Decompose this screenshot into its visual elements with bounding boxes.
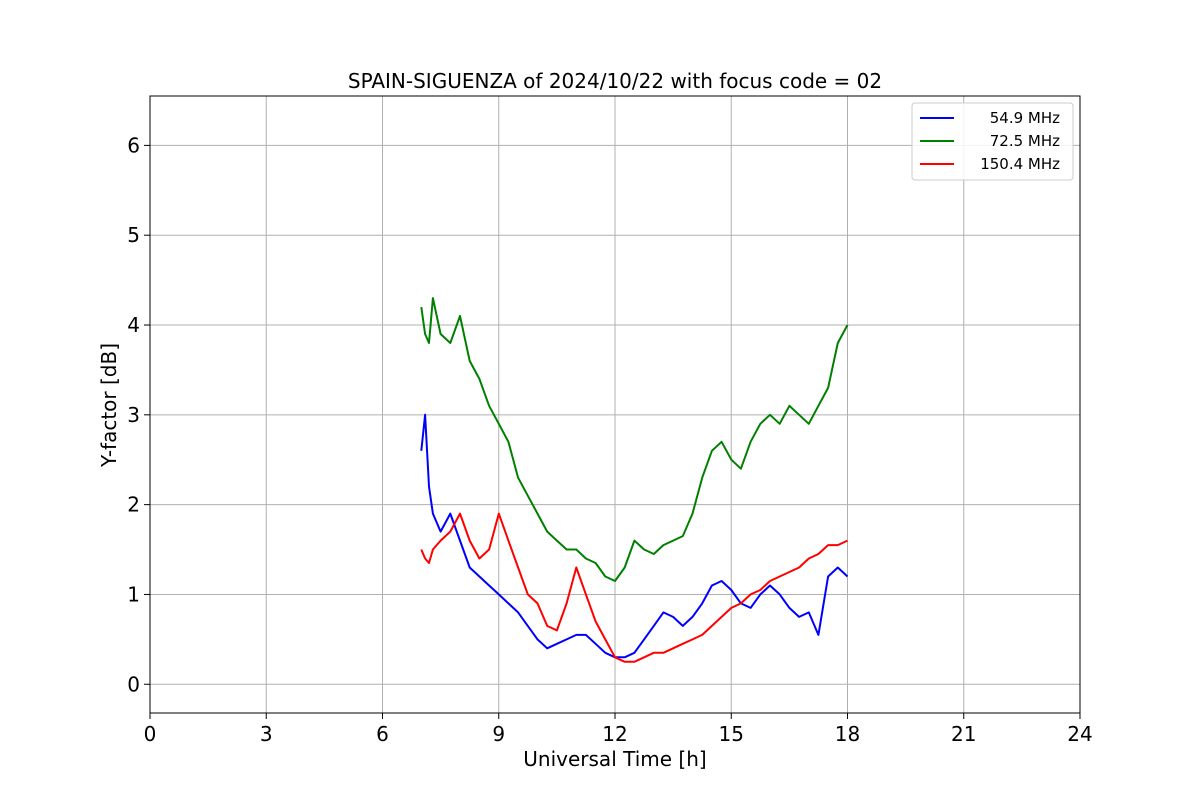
y-tick-label: 3 xyxy=(127,403,140,427)
y-tick-label: 2 xyxy=(127,493,140,517)
x-tick-label: 6 xyxy=(376,722,389,746)
legend: 54.9 MHz 72.5 MHz 150.4 MHz xyxy=(911,102,1074,181)
x-tick-label: 24 xyxy=(1067,722,1092,746)
x-tick-label: 21 xyxy=(951,722,976,746)
x-tick-label: 9 xyxy=(492,722,505,746)
legend-label: 72.5 MHz xyxy=(990,132,1060,150)
x-tick-label: 3 xyxy=(260,722,273,746)
legend-label: 150.4 MHz xyxy=(980,155,1060,173)
legend-label: 54.9 MHz xyxy=(990,109,1060,127)
y-tick-label: 1 xyxy=(127,582,140,606)
series-line-150-4-mhz xyxy=(420,512,848,663)
x-axis-label: Universal Time [h] xyxy=(523,747,706,771)
y-tick-label: 4 xyxy=(127,313,140,337)
x-tick-label: 15 xyxy=(719,722,744,746)
series-layer xyxy=(420,297,849,663)
chart-title: SPAIN-SIGUENZA of 2024/10/22 with focus … xyxy=(348,69,882,93)
y-tick-label: 5 xyxy=(127,223,140,247)
y-tick-label: 6 xyxy=(127,133,140,157)
x-tick-label: 18 xyxy=(835,722,860,746)
y-tick-label: 0 xyxy=(127,672,140,696)
legend-box xyxy=(911,102,1074,181)
series-line-72-5-mhz xyxy=(420,297,849,582)
x-tick-label: 0 xyxy=(144,722,157,746)
x-tick-label: 12 xyxy=(602,722,627,746)
y-axis-label: Y-factor [dB] xyxy=(97,343,121,468)
series-line-54-9-mhz xyxy=(420,413,849,659)
